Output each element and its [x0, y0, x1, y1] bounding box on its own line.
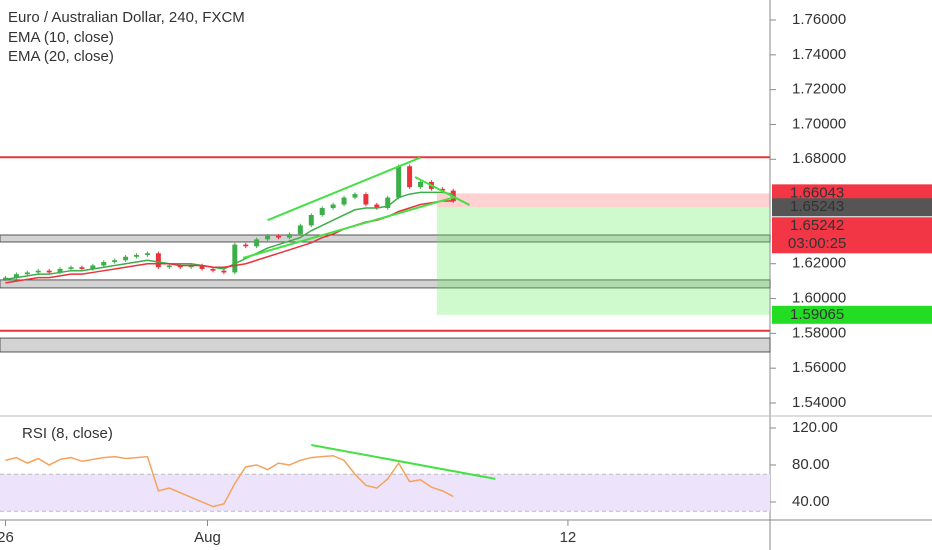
countdown: 03:00:25	[788, 235, 846, 252]
candle-body	[2, 277, 8, 280]
candle-body	[155, 253, 161, 268]
legend-entry: EMA (10, close)	[8, 29, 114, 46]
trendline	[311, 444, 496, 480]
y-tick-label: 1.68000	[792, 150, 846, 167]
y-tick-label: 1.60000	[792, 290, 846, 307]
y-tick-label: 1.58000	[792, 324, 846, 341]
rsi-band	[0, 474, 770, 512]
candle-body	[166, 265, 172, 268]
price-label: 1.59065	[790, 306, 844, 323]
legend-entry: EMA (20, close)	[8, 48, 114, 65]
current-price-bg	[772, 217, 932, 254]
candle-body	[265, 235, 271, 240]
candle-body	[188, 265, 194, 268]
y-tick-label: 120.00	[792, 419, 838, 436]
y-tick-label: 1.76000	[792, 11, 846, 28]
candle-body	[374, 204, 380, 209]
trendline	[242, 196, 456, 259]
candle-body	[46, 270, 52, 273]
y-tick-label: 1.70000	[792, 115, 846, 132]
chart-title: Euro / Australian Dollar, 240, FXCM	[8, 9, 245, 26]
candle-body	[396, 166, 402, 198]
trendline	[414, 176, 471, 206]
candle-body	[177, 265, 183, 268]
support-zone	[0, 234, 771, 243]
candle-body	[79, 267, 85, 269]
candle-body	[221, 270, 227, 273]
y-tick-label: 40.00	[792, 493, 830, 510]
price-label: 1.65243	[790, 198, 844, 215]
x-tick-label: 12	[560, 529, 577, 546]
candle-body	[363, 194, 369, 205]
candle-body	[439, 188, 445, 191]
candle-body	[297, 225, 303, 235]
price-label: 1.66043	[790, 184, 844, 201]
candle-body	[319, 208, 325, 215]
candle-body	[330, 204, 336, 209]
candle-body	[243, 244, 249, 247]
y-tick-label: 1.62000	[792, 255, 846, 272]
rsi-line	[5, 454, 454, 508]
price-label-bg	[772, 184, 932, 203]
candle-body	[308, 214, 314, 226]
price-label-bg	[772, 198, 932, 217]
candle-body	[13, 274, 19, 278]
candle-body	[144, 253, 150, 256]
candle-body	[210, 268, 216, 271]
target-zone	[436, 207, 770, 315]
candle-body	[90, 265, 96, 269]
candle-body	[101, 261, 107, 266]
candle-body	[134, 255, 140, 257]
y-tick-label: 1.74000	[792, 46, 846, 63]
candle-body	[35, 270, 41, 273]
x-tick-label: Aug	[194, 529, 221, 546]
trendline	[267, 156, 421, 222]
candle-body	[199, 265, 205, 269]
candle-body	[112, 260, 118, 262]
candle-body	[407, 166, 413, 188]
current-price: 1.65242	[790, 217, 844, 234]
candle-body	[68, 267, 74, 269]
x-tick-label: 26	[0, 529, 14, 546]
stop-zone	[436, 193, 770, 208]
candle-body	[254, 239, 260, 247]
y-tick-label: 1.56000	[792, 359, 846, 376]
candle-body	[385, 197, 391, 209]
support-zone	[0, 337, 771, 353]
y-tick-label: 1.72000	[792, 81, 846, 98]
candle-body	[24, 272, 30, 275]
candle-body	[232, 244, 238, 273]
candle-body	[123, 256, 129, 261]
y-tick-label: 80.00	[792, 456, 830, 473]
price-label-bg	[772, 305, 932, 324]
candle-body	[276, 235, 282, 238]
candle-body	[341, 197, 347, 205]
chart-title: RSI (8, close)	[22, 425, 113, 442]
support-zone	[0, 279, 771, 289]
candle-body	[352, 194, 358, 198]
candle-body	[417, 181, 423, 188]
candle-body	[57, 268, 63, 273]
y-tick-label: 1.54000	[792, 394, 846, 411]
candle-body	[286, 234, 292, 238]
